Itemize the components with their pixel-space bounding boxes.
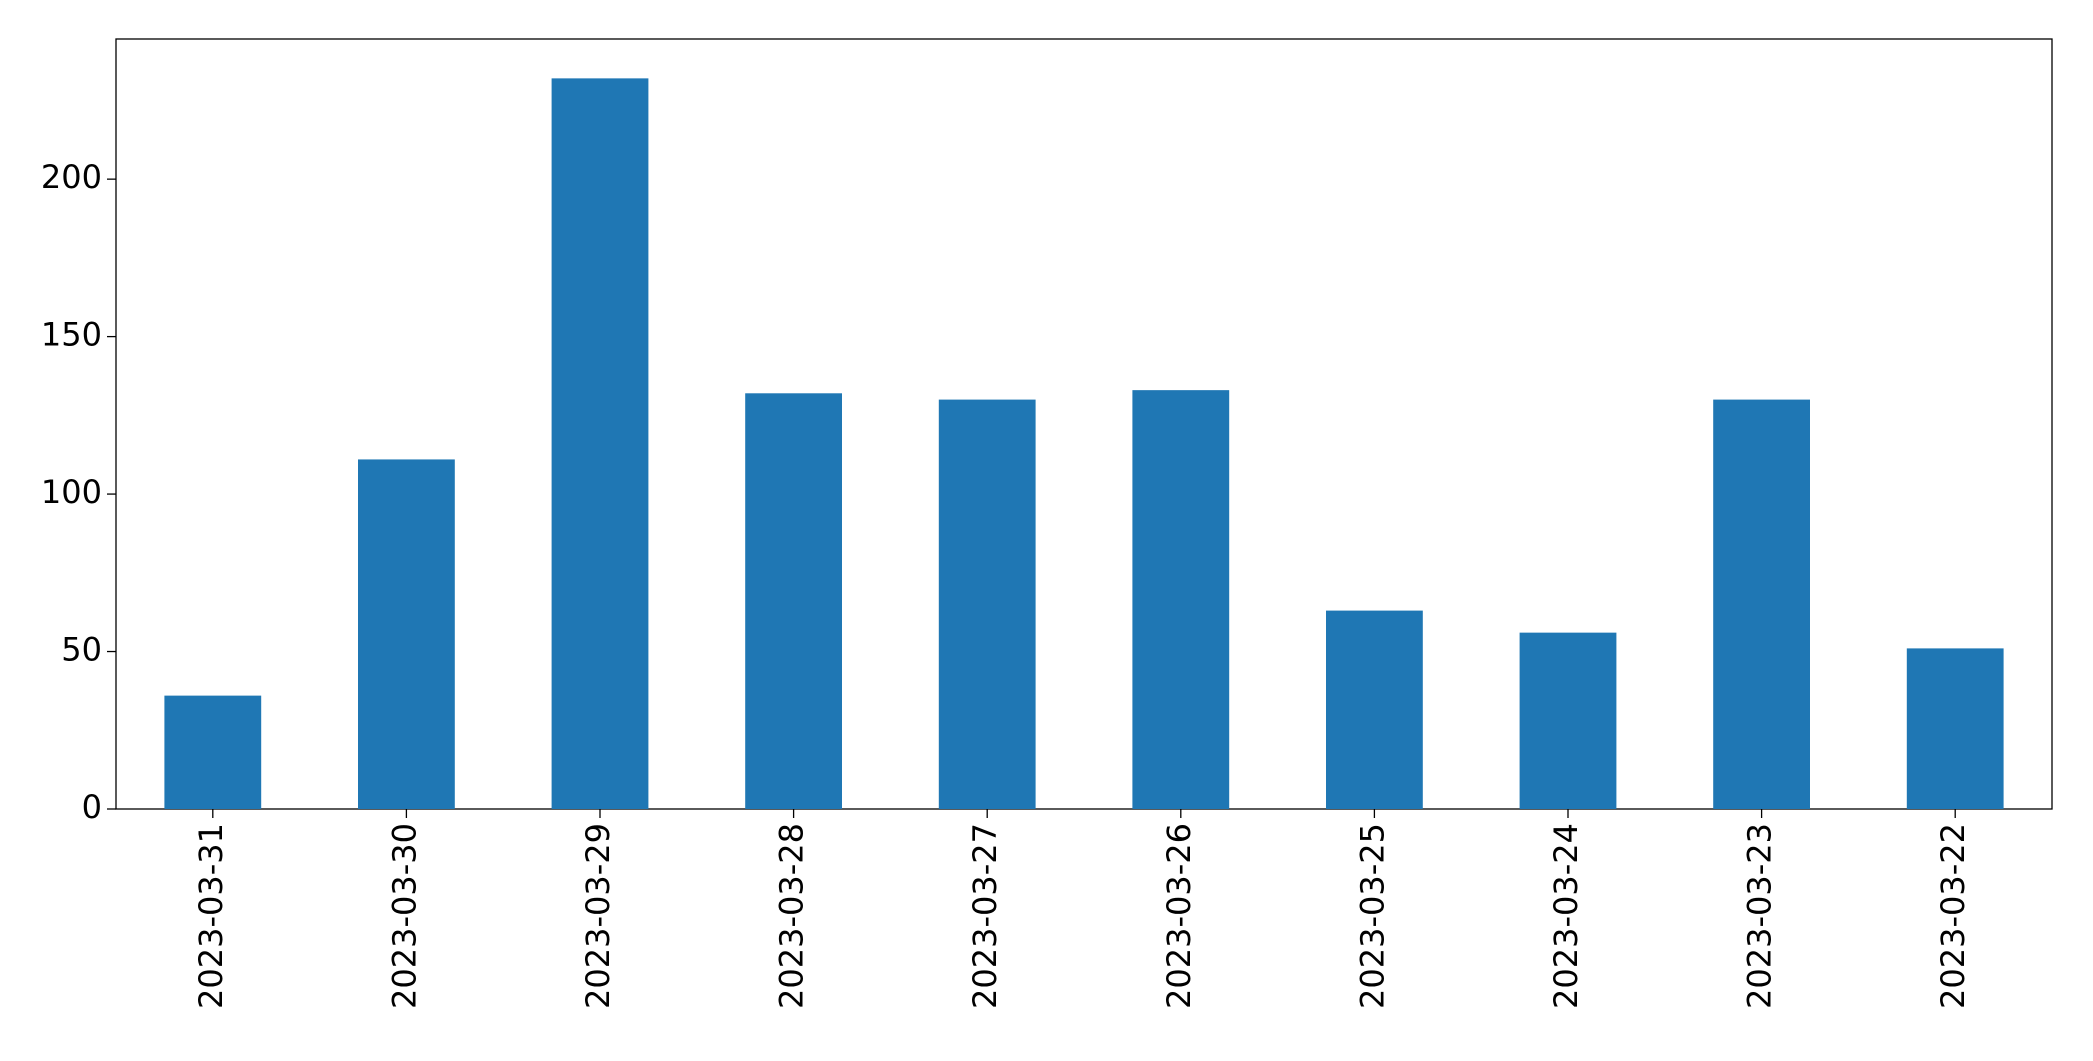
bar	[1519, 632, 1617, 809]
bar	[745, 393, 842, 809]
x-tick-label: 2023-03-25	[1353, 823, 1391, 1009]
bar	[1326, 610, 1423, 809]
y-tick-label: 150	[41, 316, 102, 354]
bar	[551, 78, 649, 810]
x-tick-label: 2023-03-30	[385, 823, 423, 1009]
bar	[164, 695, 262, 809]
x-tick-label: 2023-03-22	[1934, 823, 1972, 1009]
bar	[1906, 648, 2004, 809]
bar	[358, 459, 455, 809]
bar	[1132, 390, 1230, 809]
y-tick-label: 0	[82, 788, 102, 826]
bar	[1713, 399, 1810, 809]
x-tick-label: 2023-03-23	[1741, 823, 1779, 1009]
x-tick-label: 2023-03-27	[966, 823, 1004, 1009]
plot-frame	[115, 38, 2053, 810]
x-tick-label: 2023-03-26	[1160, 823, 1198, 1009]
x-tick-label: 2023-03-24	[1547, 823, 1585, 1009]
x-tick-label: 2023-03-29	[579, 823, 617, 1009]
x-tick-label: 2023-03-28	[773, 823, 811, 1009]
y-tick-label: 100	[41, 473, 102, 511]
bar	[938, 399, 1036, 809]
y-tick-label: 200	[41, 158, 102, 196]
y-tick-label: 50	[61, 631, 102, 669]
x-tick-label: 2023-03-31	[192, 823, 230, 1009]
